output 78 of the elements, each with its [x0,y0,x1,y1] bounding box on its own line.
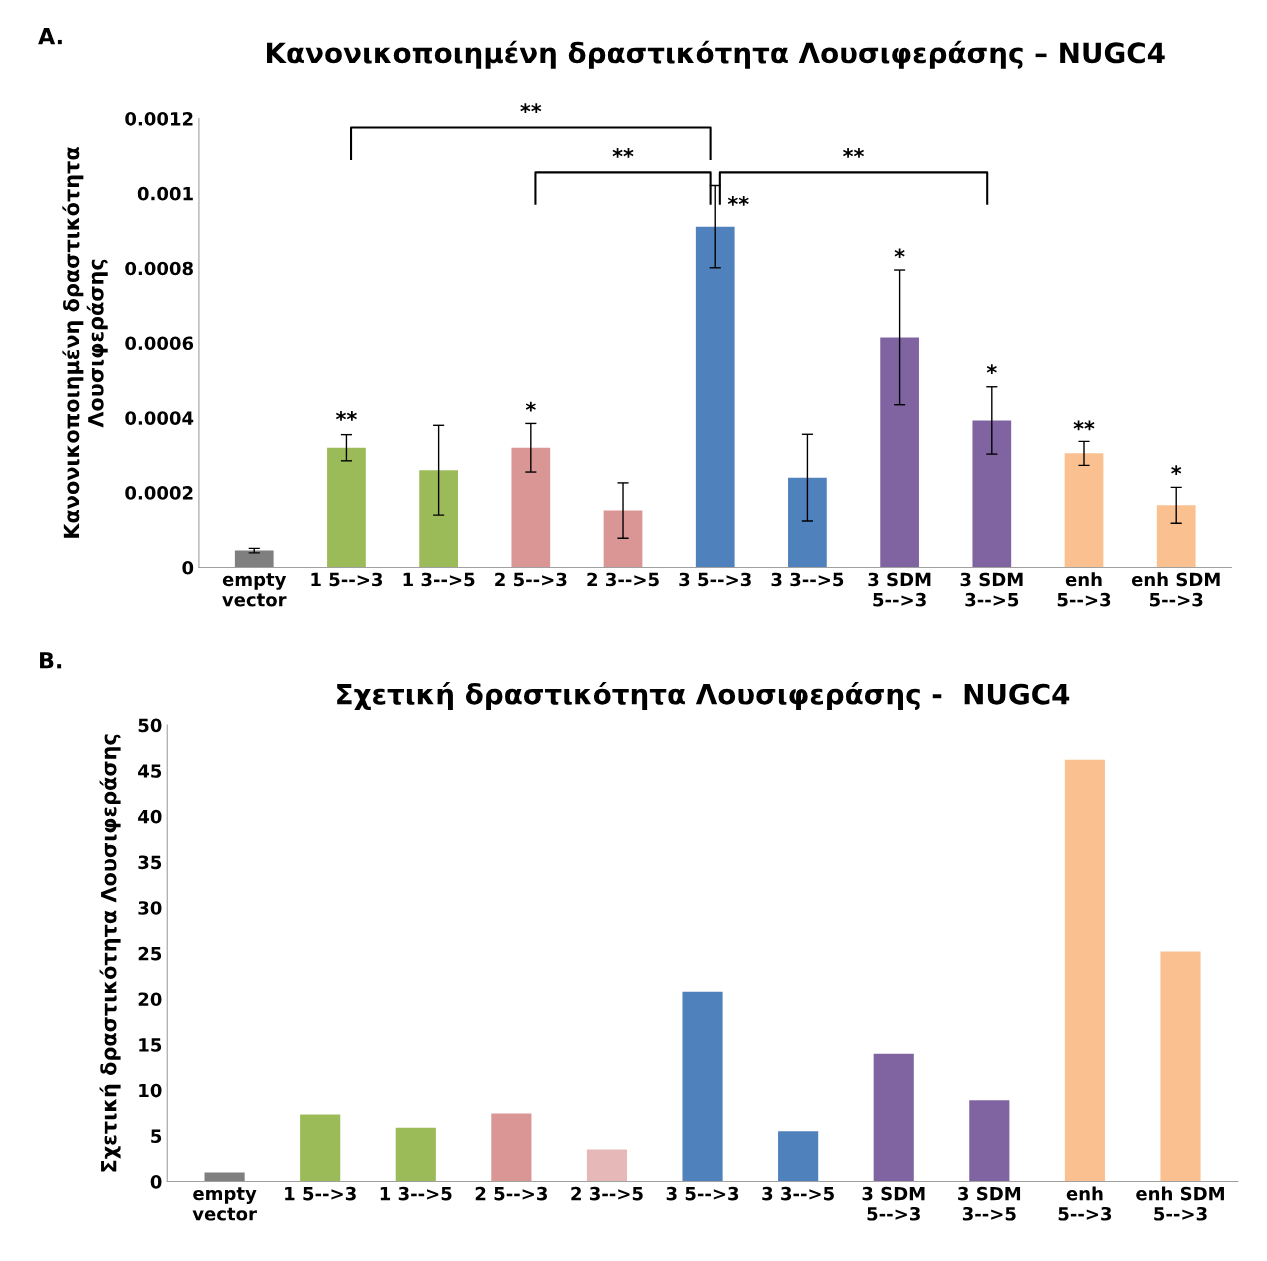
x-tick-label: 1 3-->5 [403,572,475,587]
y-tick-label: 0 [182,560,194,575]
x-tick-label: 3 SDM 3-->5 [960,572,1023,607]
annotation: * [986,364,997,375]
bar [327,447,366,568]
bar [969,1100,1010,1182]
annotation: ** [727,196,749,206]
y-tick-label: 5 [151,1129,162,1144]
y-tick-label: 15 [139,1038,162,1052]
y-tick-label: 0.0012 [125,111,193,126]
bar [873,1053,914,1182]
bar [204,1172,245,1182]
annotation: * [894,248,905,259]
x-tick-label: 3 3-->5 [771,572,844,587]
bar [880,337,919,568]
y-tick-label: 0.0004 [125,411,194,425]
y-tick-label: 35 [138,855,162,870]
text: A. [38,27,62,45]
bar [395,1127,436,1182]
annotation: * [1171,465,1182,476]
y-tick-label: 40 [138,809,162,824]
y-tick-label: 50 [138,718,162,733]
y-tick-label: 0.001 [137,186,193,201]
x-tick-label: 3 SDM 3-->5 [958,1186,1021,1221]
x-tick-label: enh SDM 5-->3 [1136,1186,1224,1221]
x-tick-label: 3 5-->3 [679,572,751,587]
x-tick-label: 2 3-->5 [587,572,659,587]
x-tick-label: 1 5-->3 [311,572,383,587]
y-axis-title: Κανονικοποιημένη δραστικότητα Λουσιφεράσης [62,147,108,538]
y-tick-label: 0.0006 [125,336,194,351]
x-tick-label: 2 5-->3 [495,572,567,587]
bar [778,1131,819,1182]
y-axis-title: Σχετική δραστικότητα Λουσιφεράσης [99,734,121,1172]
y-tick-label: 0 [150,1175,162,1189]
x-tick-label: 2 5-->3 [475,1186,547,1201]
y-tick-label: 0.0008 [125,261,193,276]
chart-title: Κανονικοποιημένη δραστικότητα Λουσιφεράσης – NUGC4 [267,40,1165,69]
bar [1160,951,1201,1182]
x-tick-label: 3 SDM 5-->3 [862,1186,925,1221]
annotation: ** [843,148,864,158]
y-tick-label: 0.0002 [125,486,193,500]
x-tick-label: enh 5-->3 [1057,572,1111,607]
bar [586,1149,628,1182]
x-tick-label: 3 SDM 5-->3 [868,572,931,607]
y-tick-label: 45 [138,764,162,778]
bar [511,447,551,568]
y-tick-label: 10 [139,1083,162,1098]
x-tick-label: 1 3-->5 [380,1186,452,1201]
x-tick-label: 1 5-->3 [285,1186,356,1201]
bar [234,550,274,568]
bar [603,510,643,568]
x-tick-label: enh 5-->3 [1058,1186,1112,1221]
annotation: ** [612,148,634,158]
x-tick-label: empty vector [222,573,287,607]
x-tick-label: empty vector [192,1187,257,1221]
y-tick-label: 30 [138,901,162,915]
chart-title: Σχετική δραστικότητα Λουσιφεράσης - NUGC4 [337,682,1070,711]
x-tick-label: enh SDM 5-->3 [1131,572,1220,607]
annotation: ** [1073,420,1095,431]
x-tick-label: 3 5-->3 [666,1186,739,1201]
y-tick-label: 25 [138,946,162,961]
annotation: ** [335,411,357,421]
x-tick-label: 2 3-->5 [571,1186,643,1201]
bar [419,470,458,568]
bar [1064,453,1104,568]
bar [1156,505,1196,568]
x-tick-label: 3 3-->5 [762,1186,834,1201]
bar [491,1113,532,1182]
bar [788,477,827,568]
bar [1064,759,1105,1182]
annotation: * [525,401,536,412]
text: ** [520,103,542,113]
bar [695,226,735,568]
bar [300,1114,341,1182]
text: B. [40,652,62,669]
y-tick-label: 20 [138,992,162,1007]
bar [972,420,1012,568]
bar [682,991,723,1182]
